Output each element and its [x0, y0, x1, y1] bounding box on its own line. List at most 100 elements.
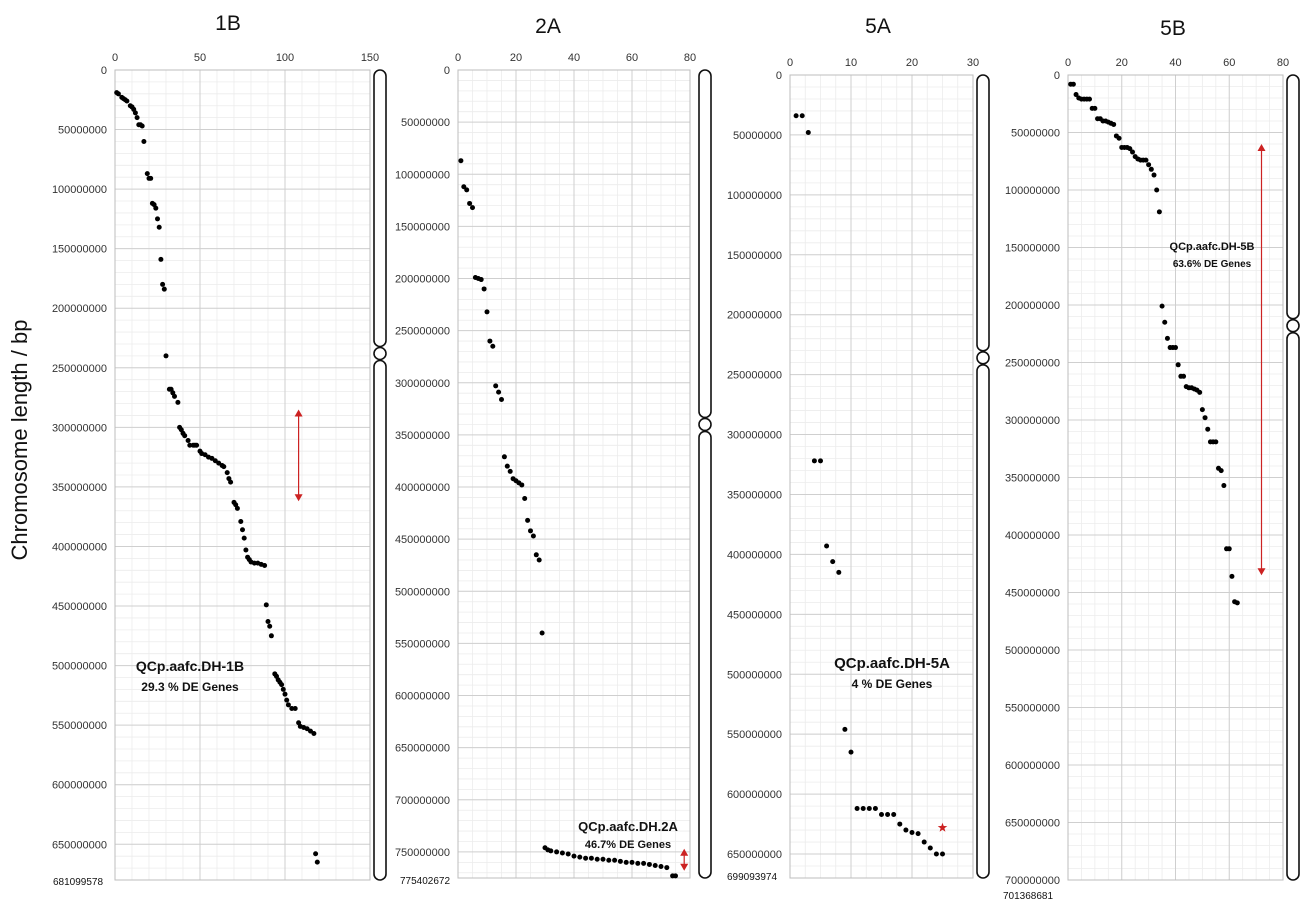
x-tick-label: 0 — [787, 57, 793, 69]
arrow-head-up — [680, 848, 689, 856]
y-tick-label: 450000000 — [52, 601, 107, 613]
y-tick-label: 600000000 — [52, 780, 107, 792]
data-point — [1221, 483, 1227, 489]
chromosome-short-arm — [1286, 74, 1300, 320]
data-point — [836, 569, 842, 575]
y-tick-label: 150000000 — [1005, 243, 1060, 255]
data-point — [279, 682, 285, 688]
x-tick-label: 0 — [455, 52, 461, 64]
x-tick-label: 150 — [361, 52, 379, 64]
chromosome-ideogram — [1286, 74, 1300, 881]
data-point — [641, 860, 647, 866]
data-point — [1164, 335, 1170, 341]
y-tick-label: 450000000 — [1005, 588, 1060, 600]
data-point — [1162, 319, 1168, 325]
data-point — [528, 528, 533, 534]
data-point — [484, 309, 490, 315]
chromosome-end-label: 775402672 — [400, 876, 450, 887]
data-point — [612, 857, 618, 863]
data-point — [224, 470, 230, 476]
chart-panel-5a: 5A 0 10 20 30 0 50000000 100000000 150000000 2000… — [727, 15, 990, 883]
data-point — [909, 829, 915, 835]
data-point — [860, 805, 866, 811]
data-point — [588, 855, 594, 861]
data-point — [311, 730, 317, 736]
chart-title: 5B — [1160, 17, 1186, 40]
chromosome-end-label: 701368681 — [1003, 891, 1053, 901]
data-point — [940, 851, 945, 857]
de-genes-label: 46.7% DE Genes — [585, 839, 671, 851]
chromosome-short-arm — [373, 69, 387, 348]
data-point — [458, 158, 464, 164]
data-point — [1154, 187, 1160, 193]
chromosome-ideogram — [976, 74, 990, 879]
y-tick-label: 650000000 — [395, 743, 450, 755]
y-tick-label: 500000000 — [395, 586, 450, 598]
y-tick-label: 50000000 — [401, 117, 450, 129]
x-tick-label: 30 — [967, 57, 979, 69]
chart-panel-5b: 5B 0 20 40 60 80 0 50000000 100000000 150000000 20… — [1003, 17, 1300, 901]
data-point — [927, 845, 933, 851]
major-gridlines — [457, 69, 691, 878]
x-tick-label: 40 — [568, 52, 580, 64]
data-point — [673, 873, 678, 879]
data-point — [124, 98, 130, 104]
y-tick-label: 100000000 — [727, 190, 782, 202]
data-point — [172, 393, 177, 399]
major-gridlines — [1067, 74, 1284, 881]
y-tick-label: 400000000 — [1005, 530, 1060, 542]
arrow-head-up — [294, 409, 303, 417]
minor-gridlines — [789, 74, 974, 879]
data-point — [161, 286, 167, 292]
data-point — [194, 442, 200, 448]
centromere — [698, 417, 712, 432]
de-genes-label: 63.6% DE Genes — [1173, 259, 1252, 270]
data-point — [885, 811, 891, 817]
data-point — [583, 855, 589, 861]
chart-title: 1B — [215, 12, 241, 35]
data-point — [1127, 146, 1133, 152]
chromosome-long-arm — [698, 430, 712, 879]
data-point — [617, 858, 623, 864]
y-tick-label: 700000000 — [1005, 875, 1060, 887]
data-point — [664, 865, 670, 871]
data-point — [623, 859, 629, 865]
x-tick-label: 100 — [276, 52, 294, 64]
y-tick-label: 550000000 — [52, 720, 107, 732]
y-tick-label: 250000000 — [727, 370, 782, 382]
data-point — [163, 353, 169, 359]
data-point — [285, 702, 291, 708]
y-tick-label: 750000000 — [395, 847, 450, 859]
chart-title: 2A — [535, 15, 561, 38]
chromosome-end-label: 699093974 — [727, 872, 777, 883]
data-point — [464, 187, 470, 193]
data-point — [1218, 468, 1224, 474]
data-point — [282, 691, 288, 697]
y-tick-label: 300000000 — [395, 378, 450, 390]
arrow-head-down — [1257, 568, 1266, 576]
data-point — [185, 437, 191, 443]
data-point — [241, 535, 247, 541]
x-tick-label: 60 — [1223, 57, 1235, 69]
data-point — [284, 697, 290, 703]
data-point — [265, 619, 271, 625]
data-point — [600, 856, 606, 862]
data-point — [1092, 105, 1098, 111]
y-tick-label: 0 — [444, 65, 450, 77]
data-point — [652, 862, 658, 868]
data-point — [314, 859, 320, 865]
data-point — [501, 454, 507, 460]
data-point — [879, 811, 884, 817]
data-point — [1130, 149, 1135, 155]
data-point — [854, 805, 860, 811]
data-point — [805, 130, 811, 136]
data-point — [830, 559, 836, 565]
data-point — [238, 518, 244, 524]
y-tick-label: 550000000 — [1005, 703, 1060, 715]
data-point — [144, 171, 150, 177]
data-point — [1073, 92, 1079, 98]
y-tick-label: 0 — [1054, 70, 1060, 82]
data-point — [903, 827, 909, 833]
data-point — [629, 859, 635, 865]
qtl-star-marker — [937, 822, 948, 832]
